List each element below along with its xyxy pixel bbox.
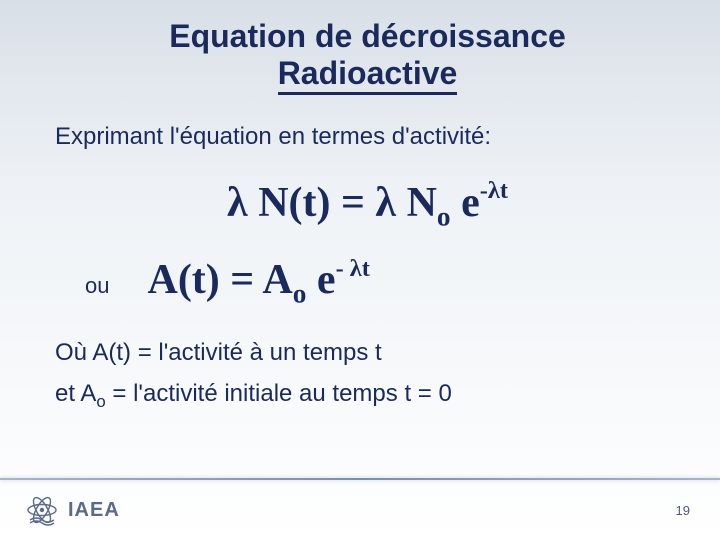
eq2-sub-o: o <box>293 278 307 308</box>
eq1-lambda-lhs: λ <box>227 180 248 226</box>
equation-1-row: λ N(t) = λ No e-λt <box>55 179 680 232</box>
subheading: Exprimant l'équation en termes d'activit… <box>55 123 680 151</box>
equation-2-row: ou A(t) = Ao e- λt <box>55 256 680 309</box>
atom-icon <box>24 492 60 528</box>
slide-container: Equation de décroissance Radioactive Exp… <box>0 0 720 540</box>
eq1-e: e <box>461 180 480 226</box>
eq2-e: e <box>317 257 336 303</box>
desc-line-2: et Ao = l'activité initiale au temps t =… <box>55 374 680 416</box>
title-line2: Radioactive <box>278 55 458 95</box>
description-block: Où A(t) = l'activité à un temps t et Ao … <box>55 333 680 416</box>
equation-1: λ N(t) = λ No e-λt <box>55 179 680 232</box>
footer: IAEA 19 <box>0 480 720 540</box>
eq1-equals: = <box>341 180 365 226</box>
or-label: ou <box>85 273 109 299</box>
eq2-equals: = <box>230 257 262 303</box>
eq1-N: N <box>407 180 437 226</box>
title-line1: Equation de décroissance <box>169 18 566 54</box>
iaea-logo: IAEA <box>24 492 120 528</box>
eq1-exponent: -λt <box>480 177 508 204</box>
page-number: 19 <box>676 503 690 518</box>
eq1-lhs-fn: N(t) <box>258 180 341 226</box>
eq1-sub-o: o <box>437 201 451 231</box>
desc-line-1: Où A(t) = l'activité à un temps t <box>55 333 680 374</box>
slide-title: Equation de décroissance Radioactive <box>55 18 680 95</box>
eq2-lhs-fn: A(t) <box>147 257 219 303</box>
eq2-exponent: - λt <box>336 255 370 282</box>
equation-2: A(t) = Ao e- λt <box>147 256 369 309</box>
eq2-A: A <box>262 257 292 303</box>
eq1-lambda-rhs: λ <box>375 180 406 226</box>
logo-text: IAEA <box>68 499 120 522</box>
